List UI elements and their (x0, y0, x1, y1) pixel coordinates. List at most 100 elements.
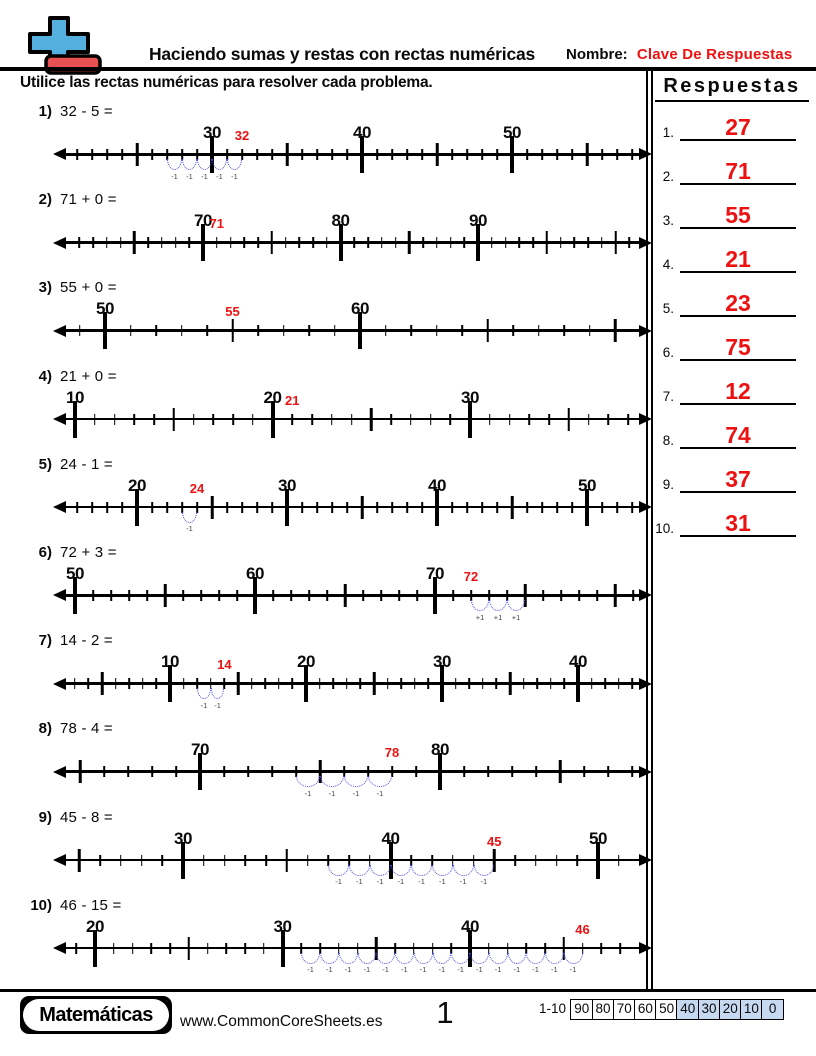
tick-minor (290, 590, 292, 601)
start-value-label: 14 (217, 657, 232, 673)
problem-item: 4) 21 + 0 = 10 20 30 21 (0, 368, 652, 456)
tick-minor (331, 501, 333, 513)
tick-minor (488, 413, 491, 425)
hop-arc (368, 776, 392, 788)
tick-minor (151, 501, 153, 513)
hop-arc (563, 952, 583, 964)
tick-minor (508, 413, 511, 425)
hop-arc (432, 864, 453, 876)
tick-medium (545, 231, 548, 255)
answer-row: 10. 31 (648, 511, 816, 557)
score-cell: 20 (718, 999, 742, 1020)
number-line-value-label: 80 (430, 740, 450, 760)
number-line-value-label: 20 (263, 387, 282, 407)
tick-minor (451, 854, 454, 866)
tick-medium (567, 407, 570, 431)
tick-minor (119, 237, 122, 249)
right-arrow-icon (639, 942, 652, 955)
hop-arc-label: -1 (186, 171, 193, 181)
tick-medium (318, 760, 322, 784)
tick-minor (384, 325, 387, 337)
number-line-value-label: 50 (65, 564, 85, 583)
hop-arc-label: -1 (216, 171, 223, 181)
tick-medium (285, 143, 289, 166)
tick-minor (76, 149, 78, 160)
answers-panel: Respuestas 1. 27 2. 71 3. 55 4. 21 5. 23 6. 75 7. 12 8… (648, 70, 816, 990)
tick-minor (518, 237, 521, 249)
tick-medium (613, 319, 617, 343)
number-line-value-label: 50 (577, 475, 597, 495)
tick-minor (301, 501, 303, 513)
tick-minor (541, 149, 543, 160)
tick-minor (306, 854, 309, 866)
hop-arc-label: -1 (513, 965, 521, 975)
problem-number: 2) (38, 191, 52, 209)
hop-arc-label: -1 (201, 171, 208, 181)
instruction-text: Utilice las rectas numéricas para resolv… (20, 74, 433, 91)
tick-minor (291, 678, 294, 690)
tick-major (476, 224, 480, 262)
tick-minor (298, 237, 301, 249)
hop-arc (182, 159, 197, 170)
tick-minor (308, 590, 310, 601)
hop-arc-label: -1 (438, 965, 446, 975)
tick-major (358, 312, 362, 350)
tick-minor (406, 501, 408, 513)
tick-medium (435, 143, 439, 166)
tick-minor (326, 590, 328, 601)
tick-minor (166, 501, 168, 513)
tick-minor (368, 854, 371, 866)
hop-arc (320, 776, 344, 788)
hop-arc (357, 952, 377, 964)
answer-row: 5. 23 (648, 291, 816, 337)
tick-minor (140, 854, 143, 866)
tick-minor (398, 590, 400, 601)
tick-minor (359, 678, 362, 690)
tick-minor (601, 501, 603, 513)
answer-value: 71 (725, 158, 751, 184)
tick-medium (585, 143, 589, 166)
tick-minor (262, 942, 265, 954)
tick-minor (142, 678, 144, 690)
tick-minor (99, 854, 101, 866)
tick-minor (114, 678, 117, 690)
tick-minor (223, 678, 226, 690)
number-line-value-label: 90 (468, 211, 488, 231)
answer-blank-line (680, 491, 796, 493)
hop-arc (473, 864, 495, 876)
hop-arc-label: -1 (376, 877, 384, 887)
problem-item: 8) 78 - 4 = 70 80 78 -1 -1 -1 -1 (0, 720, 652, 808)
left-arrow-icon (53, 236, 66, 249)
left-arrow-icon (53, 148, 66, 161)
tick-minor (414, 678, 416, 690)
tick-minor (112, 942, 115, 954)
tick-minor (226, 149, 228, 160)
tick-minor (188, 237, 191, 249)
hop-arc-label: -1 (401, 965, 408, 975)
footer-rule (0, 989, 816, 992)
tick-medium (187, 936, 190, 960)
problem-item: 2) 71 + 0 = 70 80 90 71 (0, 191, 652, 279)
hop-arc-label: -1 (494, 965, 502, 975)
name-label: Nombre: (566, 46, 628, 63)
tick-minor (380, 237, 383, 249)
tick-minor (223, 854, 226, 866)
start-value-label: 46 (575, 921, 590, 937)
tick-medium (562, 936, 565, 960)
divider-line (646, 70, 648, 990)
tick-minor (631, 678, 634, 690)
number-line-value-label: 30 (432, 652, 452, 672)
hop-arc (167, 159, 182, 170)
tick-minor (535, 766, 537, 778)
tick-medium (343, 584, 347, 607)
tick-major (360, 136, 364, 173)
tick-minor (496, 501, 498, 513)
hop-arc-label: -1 (214, 700, 221, 710)
tick-minor (301, 149, 303, 160)
site-url: www.CommonCoreSheets.es (180, 1013, 383, 1030)
tick-minor (514, 854, 516, 866)
tick-major (576, 665, 580, 703)
tick-minor (604, 678, 606, 690)
tick-minor (327, 854, 330, 866)
